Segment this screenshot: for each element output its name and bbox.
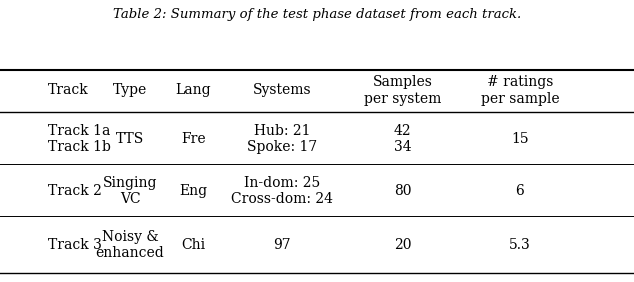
Text: 42
34: 42 34 [394,124,411,155]
Text: Samples
per system: Samples per system [364,75,441,105]
Text: Table 2: Summary of the test phase dataset from each track.: Table 2: Summary of the test phase datas… [113,8,521,21]
Text: Track: Track [48,83,88,97]
Text: Systems: Systems [253,83,311,97]
Text: Lang: Lang [176,83,211,97]
Text: Hub: 21
Spoke: 17: Hub: 21 Spoke: 17 [247,124,317,155]
Text: Track 1a
Track 1b: Track 1a Track 1b [48,124,110,155]
Text: 80: 80 [394,184,411,198]
Text: Chi: Chi [181,238,205,252]
Text: 6: 6 [515,184,524,198]
Text: Track 3: Track 3 [48,238,101,252]
Text: 5.3: 5.3 [509,238,531,252]
Text: Track 2: Track 2 [48,184,101,198]
Text: TTS: TTS [116,132,144,146]
Text: Fre: Fre [181,132,205,146]
Text: 20: 20 [394,238,411,252]
Text: Noisy &
enhanced: Noisy & enhanced [96,230,164,260]
Text: Eng: Eng [179,184,207,198]
Text: 15: 15 [511,132,529,146]
Text: Singing
VC: Singing VC [103,176,157,206]
Text: In-dom: 25
Cross-dom: 24: In-dom: 25 Cross-dom: 24 [231,176,333,206]
Text: # ratings
per sample: # ratings per sample [481,75,559,105]
Text: Type: Type [113,83,147,97]
Text: 97: 97 [273,238,291,252]
